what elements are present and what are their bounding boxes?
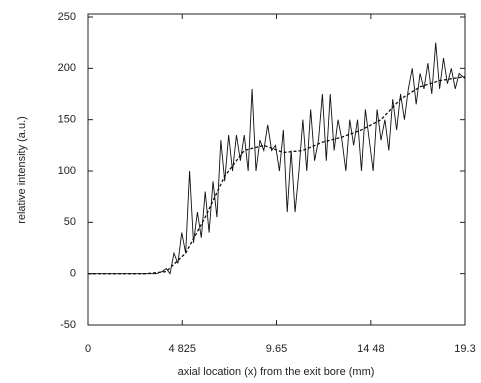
y-tick-label: 200 bbox=[58, 62, 76, 74]
y-tick-label: -50 bbox=[60, 319, 76, 331]
y-tick-label: 150 bbox=[58, 114, 76, 126]
x-tick-label: 9.65 bbox=[266, 343, 287, 355]
dashed-line bbox=[88, 75, 466, 275]
x-axis-label: axial location (x) from the exit bore (m… bbox=[178, 366, 375, 378]
y-tick-label: 250 bbox=[58, 11, 76, 23]
data-line bbox=[88, 42, 466, 275]
y-tick-label: 50 bbox=[64, 216, 76, 228]
x-tick-label: 14 48 bbox=[357, 343, 385, 355]
y-tick-label: 100 bbox=[58, 165, 76, 177]
y-axis-label: relative intensity (a.u.) bbox=[16, 116, 28, 224]
y-tick-label: 0 bbox=[70, 268, 76, 280]
x-tick-label: 0 bbox=[85, 343, 91, 355]
plot-frame bbox=[87, 13, 466, 326]
x-tick-label: 19.3 bbox=[454, 343, 475, 355]
x-tick-label: 4 825 bbox=[168, 343, 196, 355]
